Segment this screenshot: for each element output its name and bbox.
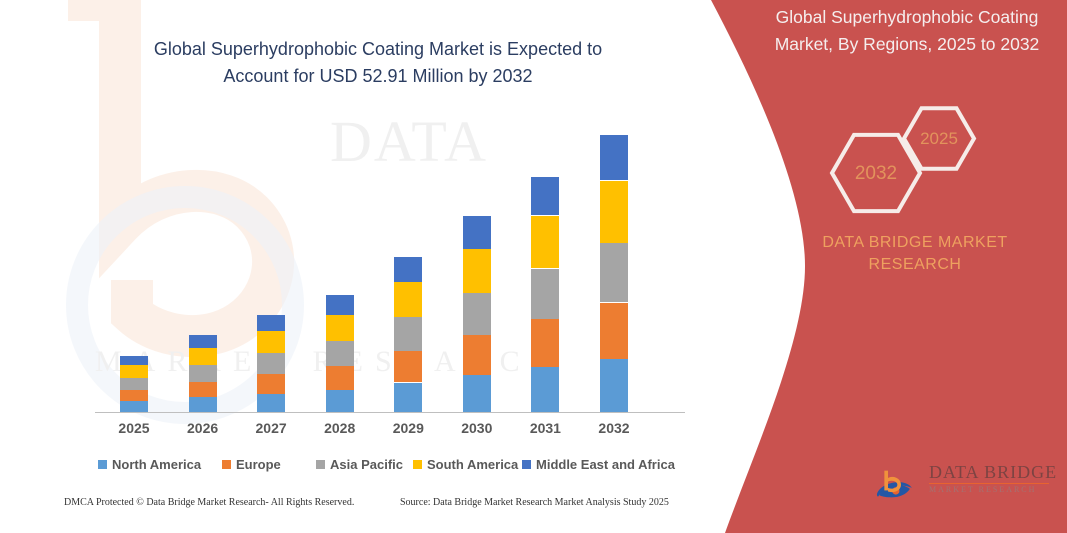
svg-text:2025: 2025 xyxy=(920,129,958,148)
svg-text:2032: 2032 xyxy=(855,163,897,184)
